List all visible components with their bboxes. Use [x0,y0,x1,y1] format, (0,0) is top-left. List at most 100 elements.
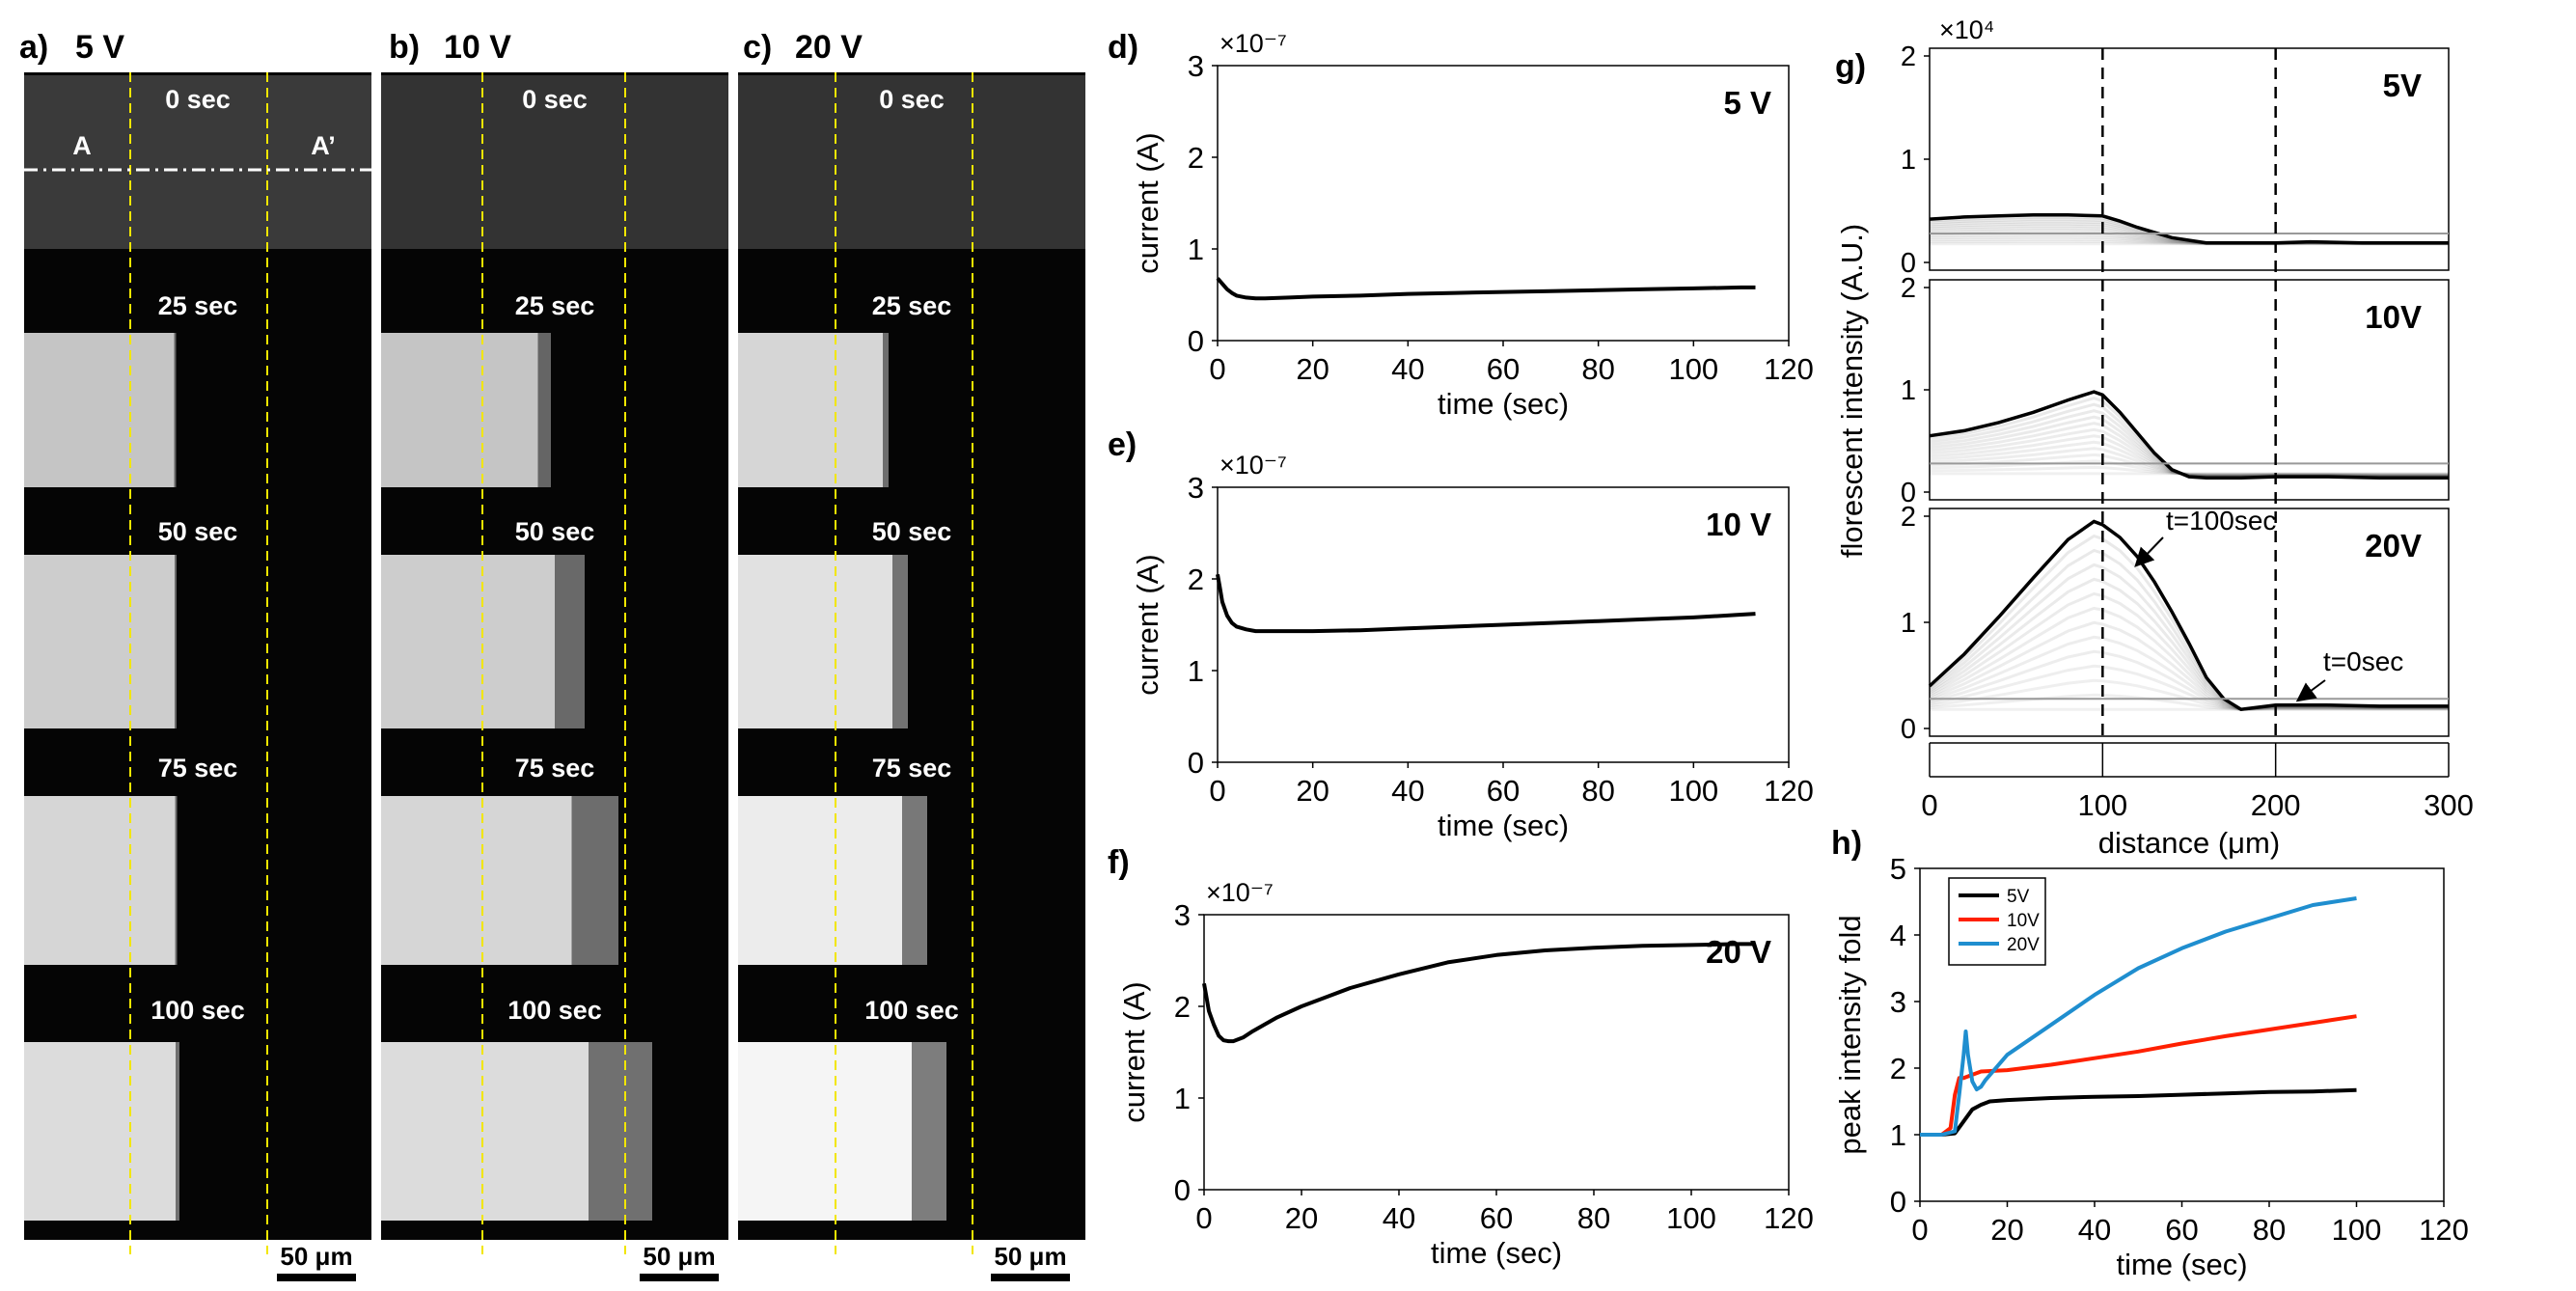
time-label: 75 sec [872,754,952,783]
chart-h: 0 1 2 3 4 5 0 20 40 60 80 100 120 h) time (sec) peak in… [1831,825,2469,1281]
series-line-20V [1920,896,2357,1137]
fluorescence-fade [889,555,908,728]
fluorescence-band [381,555,555,728]
time-label: 0 sec [522,85,588,114]
y-tick-label: 3 [1174,898,1191,932]
y-exponent: ×10⁻⁷ [1219,29,1287,58]
fluorescence-band [738,1042,912,1221]
y-exponent: ×10⁻⁷ [1206,878,1274,907]
y-tick-label: 0 [1901,714,1916,745]
fluorescence-band [24,796,176,965]
panel-a-label: a) [19,29,48,66]
chart-d: 0 1 2 3 0 20 40 60 80 100 120 d) ×10⁻⁷ 5 V time (sec) c… [1108,29,1814,421]
y-tick-label: 0 [1901,478,1916,508]
time-label: 25 sec [158,291,238,320]
y-tick-label: 2 [1901,273,1916,304]
legend-label-20V: 20V [2007,935,2040,955]
fluorescence-fade [879,333,889,487]
channel-band-0sec [24,75,371,249]
scale-bar [277,1274,356,1281]
y-tick-label: 0 [1188,324,1204,358]
x-axis-label: time (sec) [1438,809,1569,842]
fluorescence-fade [170,333,177,487]
scale-bar [640,1274,719,1281]
x-tick-label: 120 [1764,1201,1814,1235]
chart-e: 0 1 2 3 0 20 40 60 80 100 120 e) ×10⁻⁷ 10 V time (sec)… [1108,426,1814,842]
panel-label: g) [1835,48,1866,85]
series-line-t=100sec [1928,519,2449,712]
y-tick-label: 2 [1901,41,1916,72]
x-axis-label: time (sec) [1431,1236,1562,1270]
time-label: 100 sec [151,996,245,1025]
x-tick-label: 40 [1391,352,1424,386]
time-label: 50 sec [158,517,238,546]
panel-label: d) [1108,29,1138,66]
y-axis-label: florescent intensity (A.U.) [1835,224,1869,558]
y-tick-label: 0 [1174,1173,1191,1207]
x-tick-label: 40 [1383,1201,1415,1235]
chart-title: 10 V [1706,507,1771,542]
annotation-t0: t=0sec [2323,646,2403,676]
x-tick-label: 20 [1296,774,1329,808]
marker-a-prime: A’ [311,131,336,160]
y-exponent: ×10⁻⁷ [1219,451,1287,480]
fluorescence-band [738,555,892,728]
legend: 5V 10V 20V [1948,877,2046,966]
chart-title: 20 V [1706,934,1771,970]
time-label: 0 sec [165,85,231,114]
fluorescence-fade [551,555,585,728]
x-tick-label: 0 [1209,352,1225,386]
panel-a-voltage: 5 V [75,29,124,66]
evolution-curve [1929,678,2449,711]
y-axis-label: current (A) [1131,554,1165,695]
x-tick-label: 300 [2424,788,2474,822]
series-line-t=100sec [1929,213,2449,245]
x-tick-label: 40 [2078,1213,2111,1247]
series-line-5V [1920,1087,2357,1137]
subplot-10V: 0 1 2 10V [1901,273,2450,508]
panel-c-voltage: 20 V [795,29,863,66]
y-tick-label: 1 [1174,1082,1191,1115]
y-axis-label: current (A) [1131,132,1165,273]
y-tick-label: 2 [1174,990,1191,1024]
y-axis-label: current (A) [1117,981,1151,1122]
channel-band-0sec [738,75,1085,249]
subplot-5V: 0 1 2 5V [1901,41,2450,279]
x-tick-label: 80 [1581,774,1614,808]
panel-label: h) [1831,825,1862,862]
annotation-arrow [2295,679,2326,702]
fluorescence-fade [534,333,551,487]
panel-c-label: c) [743,29,772,66]
fluorescence-band [381,1042,589,1221]
y-tick-label: 3 [1890,985,1906,1019]
series-line-t=100sec [1929,390,2449,480]
x-tick-label: 120 [1764,774,1814,808]
fluorescence-band [381,333,538,487]
evolution-curve [1929,649,2449,711]
fluorescence-band [24,1042,176,1221]
x-tick-label: 0 [1911,1213,1928,1247]
x-tick-label: 120 [1764,352,1814,386]
y-tick-label: 0 [1188,746,1204,780]
scale-bar-label: 50 μm [994,1242,1066,1271]
plot-frame [1217,65,1790,342]
x-tick-label: 100 [2077,788,2127,822]
evolution-curve [1929,440,2449,478]
evolution-curve [1929,465,2449,476]
x-tick-label: 0 [1209,774,1225,808]
image-column-b: 0 sec 25 sec 50 sec 75 sec 100 sec 50 μm [381,72,728,1281]
evolution-curve [1929,459,2449,477]
fluorescence-fade [585,1042,652,1221]
x-tick-label: 80 [1581,352,1614,386]
subplot-title: 20V [2365,528,2422,563]
y-tick-label: 2 [1901,502,1916,533]
y-tick-label: 1 [1901,145,1916,176]
time-label: 50 sec [872,517,952,546]
panel-b-label: b) [389,29,420,66]
channel-band-0sec [381,75,728,249]
y-tick-label: 2 [1890,1052,1906,1085]
fluorescence-fade [567,796,618,965]
x-tick-label: 100 [2332,1213,2382,1247]
